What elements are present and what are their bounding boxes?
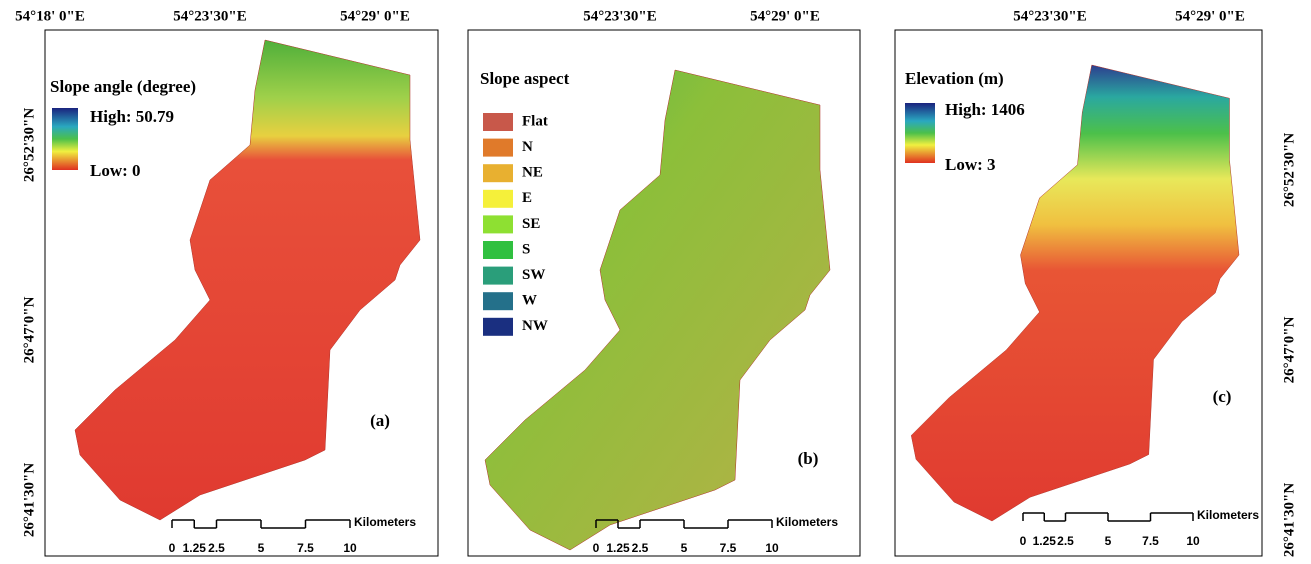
scale-label: 1.25 xyxy=(606,541,630,555)
legend-label: NW xyxy=(522,318,548,334)
legend-swatch xyxy=(483,241,513,259)
legend-ramp xyxy=(905,103,935,163)
scale-bar xyxy=(172,520,350,528)
scale-label: 2.5 xyxy=(632,541,649,555)
scale-label: 0 xyxy=(593,541,600,555)
scale-unit: Kilometers xyxy=(354,515,416,529)
legend-swatch xyxy=(483,318,513,336)
legend-low: Low: 0 xyxy=(90,161,141,180)
latitude-label: 26°47'0"N xyxy=(21,296,37,363)
legend-swatch xyxy=(483,292,513,310)
panel-letter: (c) xyxy=(1213,387,1232,406)
legend-title: Slope aspect xyxy=(480,69,570,88)
panel-letter: (b) xyxy=(798,449,819,468)
longitude-label: 54°29' 0"E xyxy=(340,8,410,24)
latitude-label: 26°52'30"N xyxy=(1281,133,1297,207)
scale-label: 1.25 xyxy=(183,541,207,555)
legend-label: Flat xyxy=(522,113,548,129)
panels: 54°18' 0"E 54°23'30"E 54°29' 0"E 26°52'30"N… xyxy=(15,8,1297,557)
legend-swatch xyxy=(483,113,513,131)
longitude-label: 54°29' 0"E xyxy=(750,8,820,24)
legend-swatch xyxy=(483,190,513,208)
legend-title: Slope angle (degree) xyxy=(50,77,196,96)
legend-label: SE xyxy=(522,216,540,232)
scale-label: 7.5 xyxy=(720,541,737,555)
longitude-label: 54°23'30"E xyxy=(1013,8,1087,24)
legend-swatch xyxy=(483,164,513,182)
scale-unit: Kilometers xyxy=(1197,508,1259,522)
legend-ramp xyxy=(52,108,78,170)
map-panel: 54°23'30"E 54°29' 0"E 26°52'30"N 26°47'0"N 2… xyxy=(895,8,1297,557)
scale-label: 2.5 xyxy=(208,541,225,555)
scale-label: 0 xyxy=(1020,534,1027,548)
legend-title: Elevation (m) xyxy=(905,69,1004,88)
study-area xyxy=(911,65,1239,521)
scale-label: 10 xyxy=(765,541,779,555)
scale-label: 5 xyxy=(258,541,265,555)
legend-label: N xyxy=(522,139,533,155)
figure: 54°18' 0"E 54°23'30"E 54°29' 0"E 26°52'30"N… xyxy=(0,0,1311,564)
latitude-label: 26°47'0"N xyxy=(1281,316,1297,383)
scale-label: 5 xyxy=(1105,534,1112,548)
scale-label: 10 xyxy=(1186,534,1200,548)
scale-label: 7.5 xyxy=(297,541,314,555)
legend-swatch xyxy=(483,215,513,233)
study-area xyxy=(485,70,830,550)
panel-letter: (a) xyxy=(370,411,390,430)
scale-label: 5 xyxy=(681,541,688,555)
legend-high: High: 1406 xyxy=(945,100,1025,119)
legend-label: W xyxy=(522,293,537,309)
longitude-label: 54°18' 0"E xyxy=(15,8,85,24)
scale-label: 1.25 xyxy=(1033,534,1057,548)
map-panel: 54°23'30"E 54°29' 0"E Slope aspect Flat N NE E… xyxy=(468,8,860,556)
scale-label: 10 xyxy=(343,541,357,555)
scale-label: 7.5 xyxy=(1142,534,1159,548)
legend-high: High: 50.79 xyxy=(90,107,174,126)
longitude-label: 54°23'30"E xyxy=(173,8,247,24)
legend-label: E xyxy=(522,190,532,206)
scale-unit: Kilometers xyxy=(776,515,838,529)
scale-bar xyxy=(1023,513,1193,521)
scale-label: 0 xyxy=(169,541,176,555)
latitude-label: 26°41'30"N xyxy=(21,463,37,537)
legend-low: Low: 3 xyxy=(945,155,996,174)
scale-bar xyxy=(596,520,772,528)
longitude-label: 54°23'30"E xyxy=(583,8,657,24)
legend-swatch xyxy=(483,267,513,285)
latitude-label: 26°41'30"N xyxy=(1281,483,1297,557)
longitude-label: 54°29' 0"E xyxy=(1175,8,1245,24)
legend-swatch xyxy=(483,139,513,157)
map-panel: 54°18' 0"E 54°23'30"E 54°29' 0"E 26°52'30"N… xyxy=(15,8,438,556)
legend-label: SW xyxy=(522,267,545,283)
scale-label: 2.5 xyxy=(1057,534,1074,548)
legend-label: NE xyxy=(522,165,543,181)
latitude-label: 26°52'30"N xyxy=(21,108,37,182)
legend-label: S xyxy=(522,241,530,257)
